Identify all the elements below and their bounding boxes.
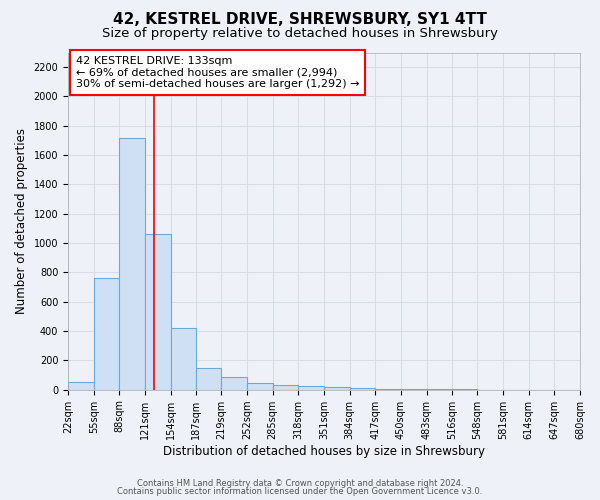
Bar bbox=[221, 378, 247, 390]
Bar bbox=[247, 383, 272, 390]
Text: 42, KESTREL DRIVE, SHREWSBURY, SY1 4TT: 42, KESTREL DRIVE, SHREWSBURY, SY1 4TT bbox=[113, 12, 487, 28]
Bar bbox=[376, 389, 401, 390]
Bar bbox=[145, 234, 171, 390]
Bar bbox=[298, 386, 324, 390]
Bar bbox=[272, 384, 298, 390]
Bar bbox=[324, 387, 350, 390]
Bar bbox=[94, 278, 119, 390]
Bar bbox=[350, 388, 376, 390]
Text: Size of property relative to detached houses in Shrewsbury: Size of property relative to detached ho… bbox=[102, 28, 498, 40]
X-axis label: Distribution of detached houses by size in Shrewsbury: Distribution of detached houses by size … bbox=[163, 444, 485, 458]
Text: Contains HM Land Registry data © Crown copyright and database right 2024.: Contains HM Land Registry data © Crown c… bbox=[137, 478, 463, 488]
Y-axis label: Number of detached properties: Number of detached properties bbox=[15, 128, 28, 314]
Bar bbox=[119, 138, 145, 390]
Text: Contains public sector information licensed under the Open Government Licence v3: Contains public sector information licen… bbox=[118, 487, 482, 496]
Bar bbox=[68, 382, 94, 390]
Bar bbox=[196, 368, 221, 390]
Text: 42 KESTREL DRIVE: 133sqm
← 69% of detached houses are smaller (2,994)
30% of sem: 42 KESTREL DRIVE: 133sqm ← 69% of detach… bbox=[76, 56, 359, 89]
Bar bbox=[171, 328, 196, 390]
